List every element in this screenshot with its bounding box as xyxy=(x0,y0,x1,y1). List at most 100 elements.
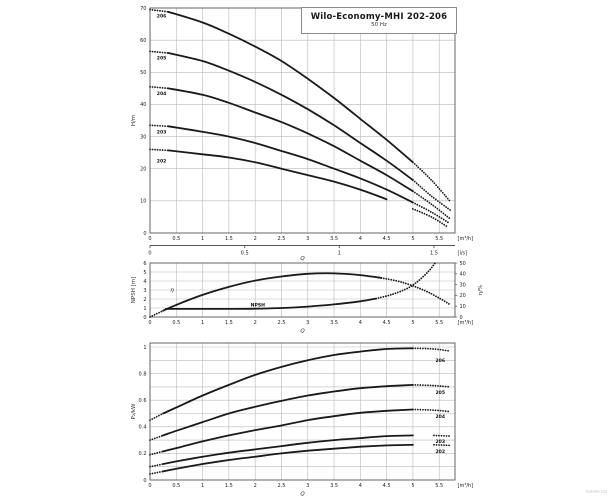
curve-204 xyxy=(167,87,414,193)
x-tick-label: 1.5 xyxy=(225,236,233,242)
x-tick-label: 0.5 xyxy=(172,483,180,489)
x-tick-label: 0 xyxy=(148,483,151,489)
x-tick-label: 4 xyxy=(359,320,362,326)
y-axis-label: NPSH [m] xyxy=(131,277,137,303)
curve-202-dotted-start xyxy=(149,148,170,152)
x-tick-label: 5 xyxy=(411,483,414,489)
watermark-text: вимкор xyxy=(586,489,608,495)
secondary-tick-label: 0.5 xyxy=(241,251,249,257)
plot-border xyxy=(149,262,456,318)
curve-eta xyxy=(162,272,383,312)
y-tick-label: 2 xyxy=(143,297,146,303)
chart-title-box: Wilo-Economy-MHI 202-206 50 Hz xyxy=(301,7,457,34)
y-right-tick-label: 50 xyxy=(460,261,466,267)
y-right-tick-label: 20 xyxy=(460,293,466,299)
x-tick-label: 3.5 xyxy=(330,483,338,489)
y-tick-label: 60 xyxy=(140,38,146,44)
curve-204-dotted-start xyxy=(149,85,170,90)
curve-203-dotted-start xyxy=(149,463,165,468)
x-tick-label: 5 xyxy=(411,236,414,242)
x-axis-title: Q xyxy=(300,329,305,335)
y-axis-label: P₂/kW xyxy=(131,403,137,420)
chart-title: Wilo-Economy-MHI 202-206 xyxy=(310,12,448,22)
curve-204-dotted-end xyxy=(412,408,451,413)
curve-202 xyxy=(167,149,388,201)
x-tick-label: 3 xyxy=(306,483,309,489)
secondary-tick-label: 1 xyxy=(338,251,341,257)
y-tick-label: 30 xyxy=(140,134,146,140)
x-tick-label: 2 xyxy=(254,236,257,242)
chart-subtitle: 50 Hz xyxy=(371,22,387,28)
x-tick-label: 5 xyxy=(411,320,414,326)
x-tick-label: 2 xyxy=(254,320,257,326)
y-tick-label: 0 xyxy=(143,478,146,484)
x-tick-label: 0 xyxy=(148,236,151,242)
curve-206 xyxy=(167,11,414,164)
y-right-tick-label: 0 xyxy=(460,315,463,321)
x-tick-label: 4.5 xyxy=(383,236,391,242)
x-tick-label: 3 xyxy=(306,320,309,326)
curve-label-203: 203 xyxy=(157,129,167,135)
curve-203-dotted-end xyxy=(433,434,451,438)
x-axis-unit: [m³/h] xyxy=(458,320,474,326)
curve-eta-dotted-end xyxy=(380,277,451,306)
curve-label-205: 205 xyxy=(435,390,445,396)
curve-205 xyxy=(162,384,414,437)
y-tick-label: 5 xyxy=(143,270,146,276)
curve-label-203: 203 xyxy=(435,439,445,445)
y-right-tick-label: 40 xyxy=(460,272,466,278)
curve-202-dotted-end xyxy=(433,443,451,447)
curve-206-dotted-end xyxy=(412,347,451,352)
curve-202-dotted-end xyxy=(412,208,448,228)
curve-203 xyxy=(167,125,414,204)
x-tick-label: 5.5 xyxy=(435,483,443,489)
y-axis-label: H/m xyxy=(131,115,137,126)
y-tick-label: 0 xyxy=(143,231,146,237)
curve-eta-dotted-start xyxy=(149,309,165,318)
power-chart: 0 0.2 0.4 0.6 0.8 1 0 0.5 1 1.5 2 2.5 3 3.5 4 4.5 5 5.5 [m… xyxy=(131,342,474,498)
x-tick-label: 0.5 xyxy=(172,320,180,326)
x-tick-label: 1 xyxy=(201,483,204,489)
y-tick-label: 70 xyxy=(140,6,146,12)
npsh-chart: 0 1 2 3 4 5 6 0 10 20 30 40 50 η/% 0 0.5 1 1.5 2 2.5 3 3.5 4 4.… xyxy=(131,261,484,335)
curve-label-202: 202 xyxy=(435,449,445,455)
x-tick-label: 2 xyxy=(254,483,257,489)
y-tick-label: 1 xyxy=(143,345,146,351)
secondary-tick-label: 0 xyxy=(148,251,151,257)
secondary-axis-unit: [l/s] xyxy=(458,251,468,257)
secondary-tick-label: 1.5 xyxy=(430,251,438,257)
x-tick-label: 1.5 xyxy=(225,483,233,489)
x-tick-label: 3.5 xyxy=(330,320,338,326)
curve-202 xyxy=(162,443,414,473)
curve-203 xyxy=(162,434,414,465)
curve-205 xyxy=(167,52,414,181)
curve-205-dotted-end xyxy=(412,179,452,212)
x-tick-label: 4.5 xyxy=(383,320,391,326)
x-tick-label: 3.5 xyxy=(330,236,338,242)
curve-label-204: 204 xyxy=(435,414,445,420)
curve-204-dotted-start xyxy=(149,450,165,456)
curve-label-205: 205 xyxy=(157,56,167,62)
x-tick-label: 1.5 xyxy=(225,320,233,326)
curve-203-dotted-start xyxy=(149,124,170,128)
curve-label-eta: η xyxy=(170,288,174,294)
curve-label-206: 206 xyxy=(435,358,445,364)
curve-206-dotted-end xyxy=(412,161,451,202)
curve-205-dotted-start xyxy=(149,50,170,54)
curve-label-202: 202 xyxy=(157,158,167,164)
x-tick-label: 2.5 xyxy=(277,320,285,326)
curve-203-dotted-end xyxy=(412,201,451,225)
y-tick-label: 3 xyxy=(143,288,146,294)
curve-label-206: 206 xyxy=(157,14,167,20)
x-tick-label: 5.5 xyxy=(435,320,443,326)
x-tick-label: 2.5 xyxy=(277,236,285,242)
y-right-tick-label: 10 xyxy=(460,304,466,310)
y-right-tick-label: 30 xyxy=(460,282,466,288)
y-tick-label: 0 xyxy=(143,315,146,321)
x-tick-label: 3 xyxy=(306,236,309,242)
y-tick-label: 40 xyxy=(140,102,146,108)
y-tick-label: 0.8 xyxy=(139,371,147,377)
x-axis-unit: [m³/h] xyxy=(458,483,474,489)
